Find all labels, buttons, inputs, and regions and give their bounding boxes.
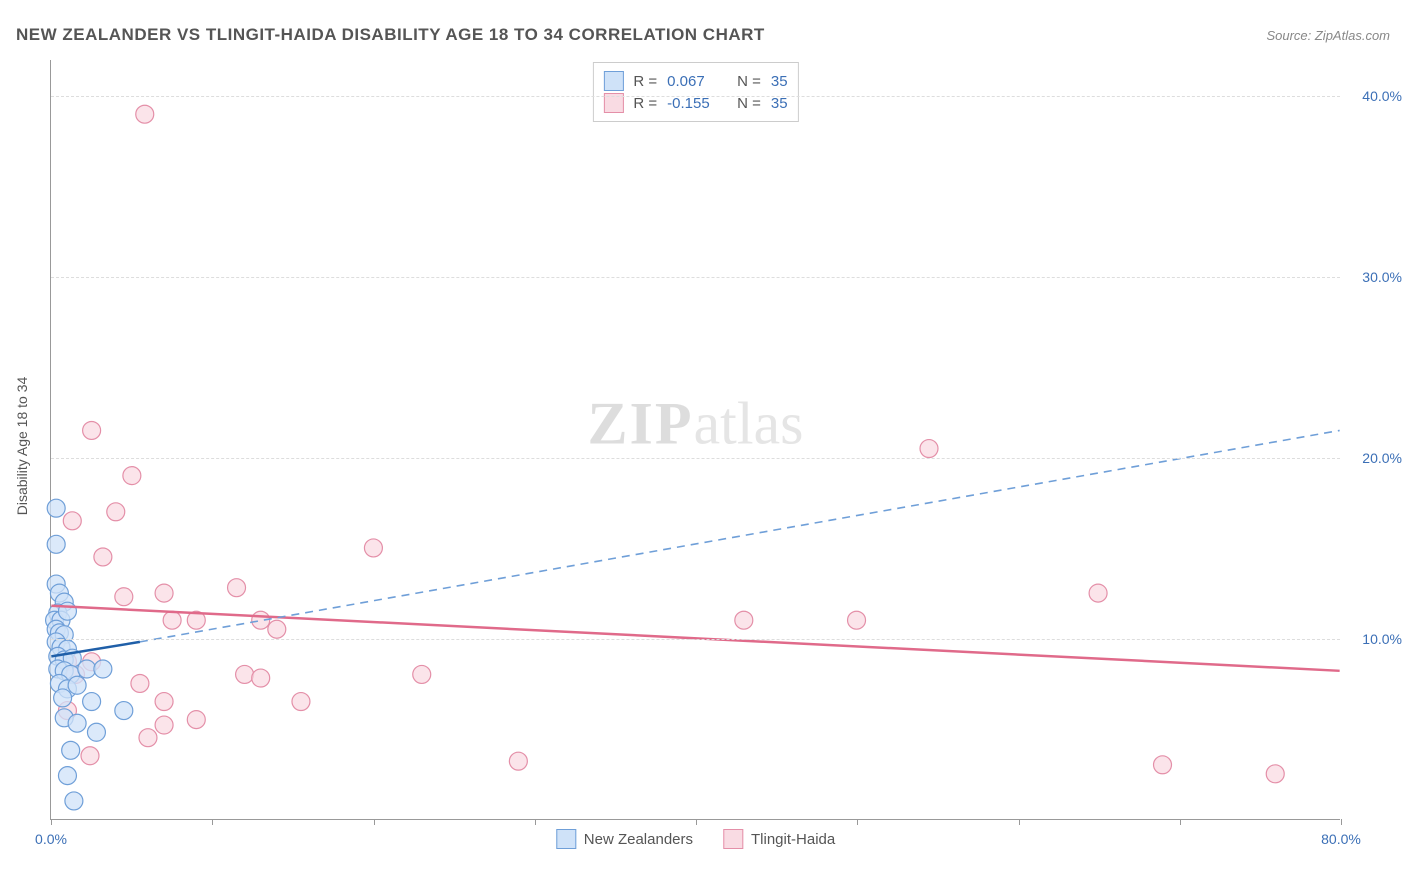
stat-legend: R = 0.067 N = 35 R = -0.155 N = 35 bbox=[592, 62, 798, 122]
legend-swatch-blue bbox=[603, 71, 623, 91]
source-label: Source: ZipAtlas.com bbox=[1266, 28, 1390, 43]
x-tick-label: 80.0% bbox=[1321, 831, 1361, 847]
pink-marker bbox=[1154, 756, 1172, 774]
x-tick bbox=[1341, 819, 1342, 825]
pink-marker bbox=[268, 620, 286, 638]
blue-marker bbox=[65, 792, 83, 810]
x-tick bbox=[1180, 819, 1181, 825]
gridline-h bbox=[51, 277, 1340, 278]
blue-marker bbox=[54, 689, 72, 707]
legend-label: Tlingit-Haida bbox=[751, 831, 835, 848]
y-tick-label: 30.0% bbox=[1362, 269, 1402, 285]
pink-marker bbox=[292, 693, 310, 711]
pink-marker bbox=[131, 674, 149, 692]
x-tick bbox=[1019, 819, 1020, 825]
pink-marker bbox=[187, 711, 205, 729]
plot-area: ZIPatlas R = 0.067 N = 35 R = -0.155 N =… bbox=[50, 60, 1340, 820]
r-label: R = bbox=[633, 73, 657, 90]
x-tick bbox=[51, 819, 52, 825]
blue-marker bbox=[47, 535, 65, 553]
blue-marker bbox=[87, 723, 105, 741]
blue-marker bbox=[58, 767, 76, 785]
pink-marker bbox=[136, 105, 154, 123]
pink-marker bbox=[94, 548, 112, 566]
blue-marker bbox=[58, 602, 76, 620]
y-tick-label: 10.0% bbox=[1362, 631, 1402, 647]
x-tick bbox=[374, 819, 375, 825]
pink-marker bbox=[364, 539, 382, 557]
pink-marker bbox=[1266, 765, 1284, 783]
blue-trendline-dashed bbox=[140, 430, 1340, 641]
pink-marker bbox=[848, 611, 866, 629]
pink-marker bbox=[920, 440, 938, 458]
blue-marker bbox=[83, 693, 101, 711]
pink-marker bbox=[413, 665, 431, 683]
pink-marker bbox=[81, 747, 99, 765]
pink-marker bbox=[1089, 584, 1107, 602]
pink-marker bbox=[509, 752, 527, 770]
x-tick bbox=[857, 819, 858, 825]
pink-marker bbox=[115, 588, 133, 606]
pink-marker bbox=[735, 611, 753, 629]
y-tick-label: 40.0% bbox=[1362, 88, 1402, 104]
blue-marker bbox=[78, 660, 96, 678]
legend-item: New Zealanders bbox=[556, 829, 693, 849]
pink-marker bbox=[63, 512, 81, 530]
blue-marker bbox=[115, 702, 133, 720]
n-value: 35 bbox=[771, 73, 788, 90]
blue-marker bbox=[62, 741, 80, 759]
x-tick bbox=[696, 819, 697, 825]
r-value: 0.067 bbox=[667, 73, 727, 90]
x-tick bbox=[535, 819, 536, 825]
gridline-h bbox=[51, 458, 1340, 459]
pink-marker bbox=[155, 584, 173, 602]
legend-item: Tlingit-Haida bbox=[723, 829, 835, 849]
chart-title: NEW ZEALANDER VS TLINGIT-HAIDA DISABILIT… bbox=[16, 25, 765, 45]
legend-label: New Zealanders bbox=[584, 831, 693, 848]
pink-marker bbox=[83, 421, 101, 439]
chart-svg bbox=[51, 60, 1340, 819]
pink-marker bbox=[107, 503, 125, 521]
pink-marker bbox=[155, 693, 173, 711]
stat-legend-row: R = 0.067 N = 35 bbox=[603, 71, 787, 91]
pink-marker bbox=[155, 716, 173, 734]
legend-swatch-pink bbox=[723, 829, 743, 849]
blue-marker bbox=[94, 660, 112, 678]
x-tick-label: 0.0% bbox=[35, 831, 67, 847]
pink-marker bbox=[163, 611, 181, 629]
x-tick bbox=[212, 819, 213, 825]
bottom-legend: New Zealanders Tlingit-Haida bbox=[556, 829, 835, 849]
blue-marker bbox=[47, 499, 65, 517]
pink-marker bbox=[139, 729, 157, 747]
pink-marker bbox=[228, 579, 246, 597]
gridline-h bbox=[51, 639, 1340, 640]
n-label: N = bbox=[737, 73, 761, 90]
pink-marker bbox=[236, 665, 254, 683]
gridline-h bbox=[51, 96, 1340, 97]
y-tick-label: 20.0% bbox=[1362, 450, 1402, 466]
y-axis-label: Disability Age 18 to 34 bbox=[14, 377, 30, 516]
pink-marker bbox=[123, 467, 141, 485]
legend-swatch-blue bbox=[556, 829, 576, 849]
blue-marker bbox=[68, 714, 86, 732]
blue-marker bbox=[68, 676, 86, 694]
pink-marker bbox=[252, 669, 270, 687]
